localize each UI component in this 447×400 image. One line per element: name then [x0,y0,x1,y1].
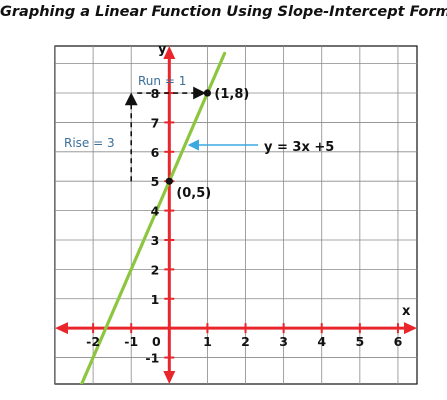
x-tick-label: 6 [394,334,403,349]
points: (0,5) (1,8) [165,87,249,201]
x-tick-label: 2 [241,334,250,349]
data-point-label: (0,5) [176,186,211,201]
data-point [203,89,212,97]
y-tick-label: 3 [151,233,160,248]
y-tick-label: 5 [151,174,160,189]
x-tick-label: -1 [124,334,138,349]
x-tick-label: 5 [355,334,364,349]
y-axis-arrow-top [163,46,176,59]
y-tick-label: 6 [151,145,160,160]
x-axis-arrow-right [404,322,417,335]
y-axis-arrow-bottom [163,371,176,384]
tick-labels: -2 -1 0 1 2 3 4 5 6 -1 1 2 3 4 5 6 7 8 [86,86,402,366]
x-tick-label: 4 [317,334,326,349]
run-annotation: Run = 1 [138,74,186,88]
y-tick-label: 4 [151,204,160,219]
series-line [79,51,227,384]
data-point [165,177,173,185]
rise-run-guides [124,86,206,182]
y-axis-label: y [158,42,167,57]
series [79,51,227,384]
data-point-label: (1,8) [214,87,249,102]
rise-annotation: Rise = 3 [64,136,115,150]
chart-title: Graphing a Linear Function Using Slope-I… [0,4,447,20]
y-tick-label: -1 [145,351,159,366]
y-tick-label: 8 [151,86,160,101]
x-tick-label: 3 [279,334,288,349]
x-tick-label: 1 [203,334,212,349]
x-axis-label: x [402,304,411,319]
y-tick-label: 2 [151,262,160,277]
x-axis-arrow-left [55,322,68,335]
y-tick-label: 1 [151,292,160,307]
y-tick-label: 7 [151,115,160,130]
axes [55,46,417,384]
x-tick-label: 0 [152,334,161,349]
equation-annotation: y = 3x +5 [264,140,334,155]
x-tick-label: -2 [86,334,100,349]
